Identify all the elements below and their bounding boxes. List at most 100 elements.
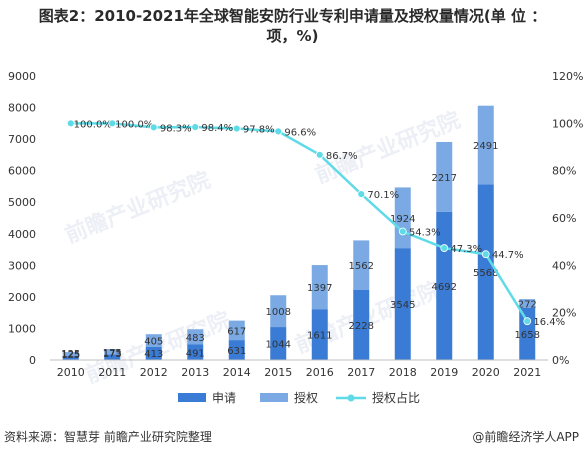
legend-swatch-application — [178, 393, 206, 402]
label-grant: 617 — [227, 326, 246, 337]
ratio-point — [191, 123, 200, 132]
label-application: 173 — [103, 349, 122, 360]
y-tick-label: 6000 — [8, 165, 36, 178]
x-tick-label: 2012 — [140, 366, 168, 379]
bar-grant — [104, 349, 121, 355]
x-tick-label: 2014 — [223, 366, 251, 379]
ratio-label: 98.4% — [201, 123, 233, 134]
legend-label-ratio: 授权占比 — [372, 390, 420, 405]
bar-grant — [519, 299, 536, 308]
x-tick-label: 2010 — [57, 366, 85, 379]
ratio-label: 70.1% — [367, 190, 399, 201]
bar-grant — [187, 329, 204, 345]
label-application: 4692 — [432, 282, 457, 293]
y-tick-label: 8000 — [8, 102, 36, 115]
y-tick-label: 3000 — [8, 259, 36, 272]
y2-tick-label: 40% — [552, 259, 576, 272]
bar-application — [228, 340, 245, 360]
ratio-point — [481, 250, 490, 259]
bar-application — [187, 344, 204, 360]
ratio-label: 44.7% — [492, 250, 524, 261]
legend-swatch-grant — [260, 393, 288, 402]
y-tick-label: 5000 — [8, 196, 36, 209]
bar-application — [62, 356, 79, 360]
label-application: 1611 — [307, 331, 332, 342]
y2-tick-label: 20% — [552, 307, 576, 320]
ratio-point — [274, 127, 283, 136]
label-application: 125 — [61, 349, 80, 360]
y-tick-label: 7000 — [8, 133, 36, 146]
bar-grant — [477, 105, 494, 185]
x-tick-label: 2011 — [98, 366, 126, 379]
ratio-label: 54.3% — [409, 227, 441, 238]
label-grant: 175 — [103, 348, 122, 359]
ratio-line — [70, 122, 529, 322]
bar-series — [62, 105, 536, 360]
y-axis-left: 0 1000 2000 3000 4000 5000 6000 7000 8000 9000 — [8, 70, 36, 367]
x-tick-label: 2017 — [347, 366, 375, 379]
label-application: 3545 — [390, 300, 415, 311]
label-grant: 483 — [186, 333, 205, 344]
bar-grant — [436, 141, 453, 212]
label-application: 491 — [186, 348, 205, 359]
x-tick-label: 2020 — [472, 366, 500, 379]
chart-legend: 申请 授权 授权占比 — [178, 390, 420, 405]
ratio-point — [523, 317, 532, 326]
chart-title-line1: 图表2：2010-2021年全球智能安防行业专利申请量及授权量情况(单 位 ： — [38, 7, 547, 25]
label-grant: 1562 — [349, 261, 374, 272]
y2-tick-label: 120% — [552, 70, 583, 83]
label-application: 413 — [144, 349, 163, 360]
ratio-point — [315, 150, 324, 159]
label-grant: 2217 — [432, 173, 457, 184]
legend-marker-ratio — [347, 394, 355, 402]
x-tick-label: 2015 — [264, 366, 292, 379]
bar-application — [353, 289, 370, 360]
bar-application — [145, 346, 162, 360]
ratio-point — [66, 119, 75, 128]
label-application: 1658 — [515, 330, 540, 341]
x-axis: 2010 2011 2012 2013 2014 2015 2016 2017 2018 2019… — [50, 359, 548, 379]
bar-application — [270, 327, 287, 360]
label-application: 631 — [227, 346, 246, 357]
label-grant: 272 — [518, 299, 537, 310]
ratio-label: 100.0% — [115, 119, 153, 130]
bar-application — [104, 354, 121, 360]
bar-grant — [270, 295, 287, 328]
bar-application — [519, 307, 536, 360]
ratio-point — [108, 119, 117, 128]
ratio-line-series: 100.0% 100.0% 98.3% 98.4% 97.8% 96.6% 86.7% 70.… — [66, 119, 565, 328]
bar-grant — [353, 240, 370, 290]
label-grant: 2491 — [473, 141, 498, 152]
x-tick-label: 2016 — [306, 366, 334, 379]
label-application: 2228 — [349, 321, 374, 332]
source-note: 资料来源：智慧芽 前瞻产业研究院整理 — [4, 430, 212, 444]
ratio-label: 97.8% — [243, 125, 275, 136]
legend-label-application: 申请 — [212, 391, 236, 405]
ratio-label: 96.6% — [284, 127, 316, 138]
bar-grant — [228, 320, 245, 341]
x-tick-label: 2018 — [389, 366, 417, 379]
bar-application — [477, 184, 494, 360]
label-grant: 405 — [144, 337, 163, 348]
chart-title-line2: 项，%) — [266, 27, 319, 45]
label-grant: 125 — [61, 350, 80, 361]
ratio-label: 98.3% — [160, 123, 192, 134]
label-application: 1044 — [266, 340, 291, 351]
y2-tick-label: 100% — [552, 117, 583, 130]
x-tick-label: 2013 — [181, 366, 209, 379]
ratio-point — [398, 227, 407, 236]
ratio-label: 16.4% — [533, 317, 565, 328]
y-tick-label: 1000 — [8, 322, 36, 335]
ratio-point — [232, 124, 241, 133]
y-tick-label: 0 — [29, 354, 36, 367]
chart-title: 图表2：2010-2021年全球智能安防行业专利申请量及授权量情况(单 位 ： … — [0, 6, 585, 46]
x-tick-label: 2021 — [513, 366, 541, 379]
label-grant: 1008 — [266, 307, 291, 318]
ratio-point — [440, 244, 449, 252]
ratio-point — [149, 123, 158, 132]
legend-label-grant: 授权 — [294, 390, 318, 405]
y2-tick-label: 60% — [552, 212, 576, 225]
y-tick-label: 9000 — [8, 70, 36, 83]
chart-canvas: 0 1000 2000 3000 4000 5000 6000 7000 8000 9000 0%… — [8, 70, 583, 405]
x-tick-label: 2019 — [430, 366, 458, 379]
